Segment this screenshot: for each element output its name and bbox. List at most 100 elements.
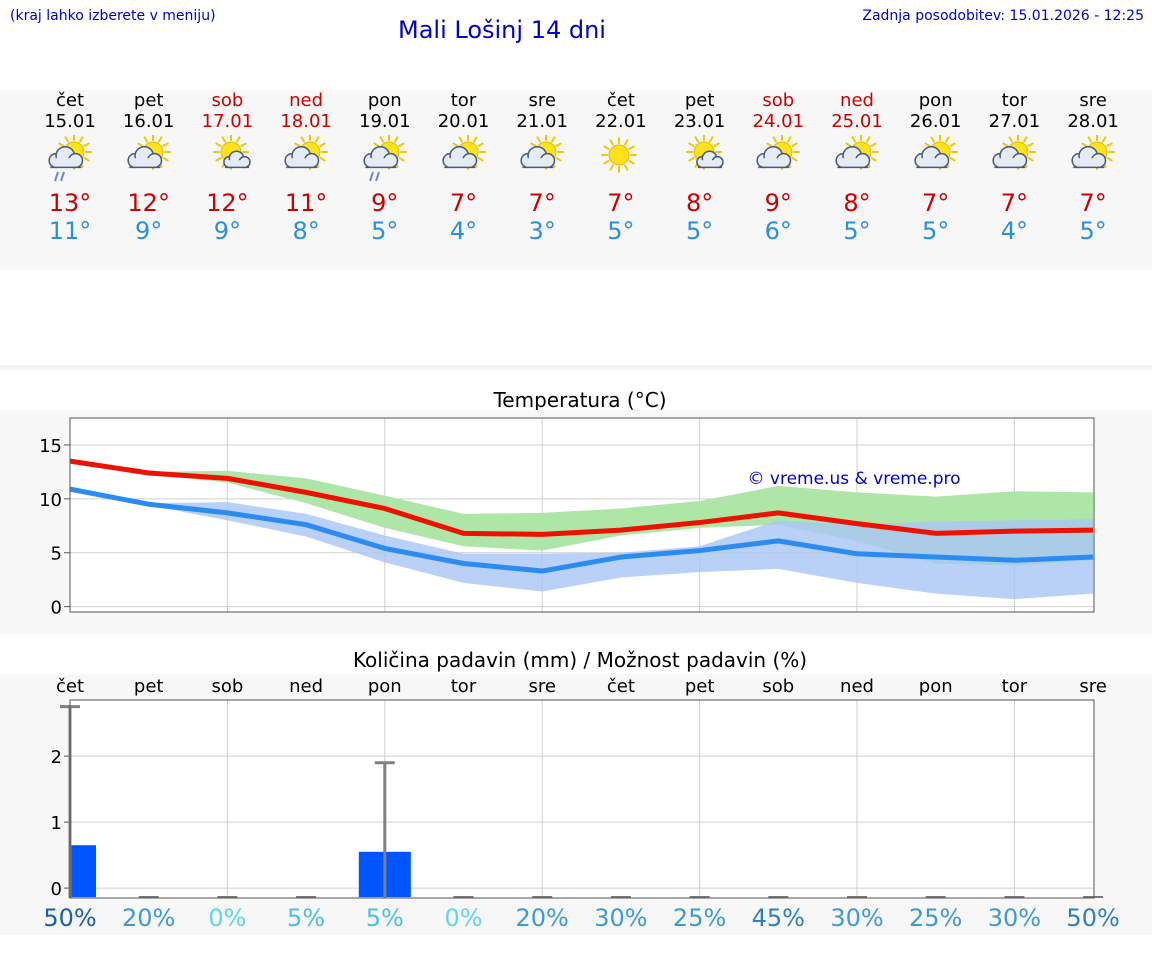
location-hint: (kraj lahko izberete v meniju)	[10, 8, 216, 24]
precip-probability: 30%	[988, 904, 1041, 932]
precip-probability: 25%	[673, 904, 726, 932]
forecast-day: čet 15.01 13° 11°	[31, 90, 109, 245]
day-date: 25.01	[831, 111, 883, 132]
day-name: ned	[289, 90, 324, 111]
y-tick-label: 0	[51, 879, 62, 900]
sun-cloud-rain-icon	[48, 135, 92, 182]
sun-cloud-icon	[441, 135, 486, 170]
max-temp-range	[70, 461, 1094, 566]
day-name: pon	[918, 90, 953, 111]
day-name: pet	[133, 90, 164, 111]
sun-cloud-icon	[992, 135, 1037, 170]
precip-probability: 0%	[444, 904, 482, 932]
day-name: sre	[1079, 90, 1107, 111]
max-temp-line	[69, 458, 1094, 537]
x-category-label: sob	[762, 676, 794, 697]
temp-min: 4°	[1000, 217, 1029, 245]
sun-small-cloud-icon	[685, 135, 724, 170]
sun-cloud-icon	[520, 135, 565, 170]
day-name: čet	[55, 90, 85, 111]
min-temp-range	[70, 489, 1094, 600]
x-category-label: pet	[685, 676, 715, 697]
precip-probability: 0%	[208, 904, 246, 932]
day-date: 26.01	[909, 111, 962, 132]
sun-cloud-rain-icon	[363, 135, 407, 182]
day-date: 20.01	[437, 111, 490, 132]
forecast-day: pon 19.01 9° 5°	[346, 90, 424, 245]
forecast-day: tor 27.01 7° 4°	[975, 90, 1053, 245]
forecast-day: sre 21.01 7° 3°	[503, 90, 581, 245]
temp-min: 4°	[449, 217, 478, 245]
forecast-days: čet 15.01 13° 11° pet 16.01 12° 9° sob 17.01 12° 9°…	[0, 90, 1152, 270]
precip-probability: 50%	[1066, 904, 1119, 932]
day-date: 15.01	[44, 111, 96, 132]
precipitation-chart: čet pet sob ned pon tor sre čet pet sob ned pon tor s…	[43, 676, 1119, 932]
x-category-label: čet	[607, 676, 635, 697]
day-date: 17.01	[201, 111, 254, 132]
temp-min: 5°	[685, 217, 714, 245]
sun-cloud-icon	[835, 135, 879, 170]
precip-probability: 25%	[909, 904, 962, 932]
day-date: 27.01	[988, 111, 1041, 132]
day-name: čet	[606, 90, 635, 111]
day-name: sob	[762, 90, 795, 111]
y-tick-label: 0	[51, 598, 62, 619]
plot-area	[70, 700, 1094, 898]
temp-min: 5°	[843, 217, 871, 245]
forecast-day: sob 24.01 9° 6°	[739, 90, 817, 245]
precip-probability: 30%	[830, 904, 883, 932]
temp-max: 7°	[922, 189, 950, 217]
temp-max: 7°	[1079, 189, 1107, 217]
temp-max: 7°	[449, 189, 478, 217]
sun-cloud-icon	[914, 135, 958, 170]
x-category-label: sre	[528, 676, 555, 697]
day-date: 18.01	[280, 111, 332, 132]
precip-probability: 45%	[752, 904, 805, 932]
y-tick-label: 2	[51, 747, 62, 768]
forecast-day: sob 17.01 12° 9°	[188, 90, 266, 245]
precip-probability: 50%	[43, 904, 96, 932]
plot-border	[69, 699, 1095, 899]
temperature-chart-title: Temperatura (°C)	[493, 388, 667, 412]
divider	[0, 365, 1152, 370]
forecast-day: pon 26.01 7° 5°	[897, 90, 975, 245]
temp-min: 9°	[213, 217, 242, 245]
sun-icon	[600, 137, 637, 173]
precip-probability: 20%	[122, 904, 175, 932]
day-name: sre	[528, 90, 556, 111]
temp-min: 9°	[135, 217, 163, 245]
forecast-day: ned 18.01 11° 8°	[267, 90, 345, 245]
temp-max: 12°	[127, 189, 170, 217]
x-category-label: tor	[1002, 676, 1028, 697]
precip-probability: 20%	[516, 904, 569, 932]
plot-border	[69, 417, 1095, 613]
watermark: © vreme.us & vreme.pro	[747, 469, 960, 489]
day-date: 28.01	[1067, 111, 1119, 132]
temp-max: 7°	[528, 189, 556, 217]
sun-cloud-icon	[127, 135, 171, 170]
precip-probability: 5%	[366, 904, 404, 932]
temp-max: 7°	[607, 189, 635, 217]
temp-max: 8°	[843, 189, 871, 217]
day-name: sob	[211, 90, 244, 111]
day-name: pon	[367, 90, 402, 111]
x-category-label: tor	[451, 676, 477, 697]
day-date: 22.01	[595, 111, 647, 132]
forecast-day: sre 28.01 7° 5°	[1054, 90, 1132, 245]
forecast-day: pet 16.01 12° 9°	[110, 90, 188, 245]
sun-cloud-icon	[756, 135, 801, 170]
day-date: 19.01	[359, 111, 411, 132]
temp-min: 3°	[528, 217, 556, 245]
page-title: Mali Lošinj 14 dni	[398, 16, 606, 44]
forecast-day: tor 20.01 7° 4°	[425, 90, 503, 245]
day-name: pet	[684, 90, 715, 111]
precip-probability: 5%	[287, 904, 325, 932]
temp-max: 9°	[371, 189, 399, 217]
day-name: tor	[1001, 90, 1028, 111]
temp-min: 8°	[292, 217, 320, 245]
x-category-label: ned	[289, 676, 323, 697]
y-tick-label: 15	[39, 436, 62, 457]
day-date: 24.01	[752, 111, 805, 132]
precip-probability: 30%	[594, 904, 647, 932]
temp-max: 7°	[1000, 189, 1029, 217]
